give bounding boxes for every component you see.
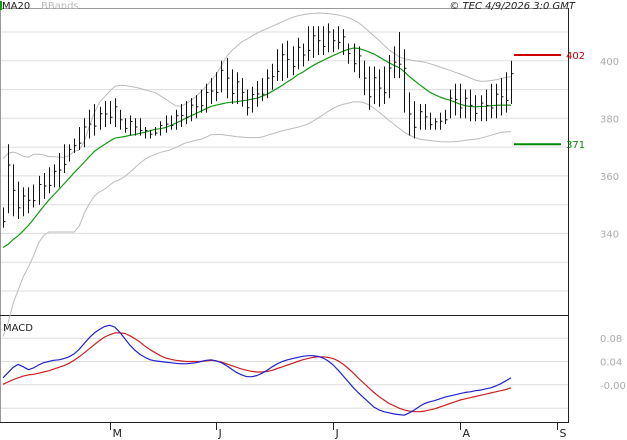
copyright-text: © TEC 4/9/2026 3:0 GMT — [449, 1, 576, 12]
macd-panel-title: MACD — [3, 323, 33, 334]
x-tick-label: S — [560, 427, 567, 440]
macd-line — [2, 324, 512, 416]
ma20-legend-swatch — [0, 1, 2, 10]
price-level-label: 371 — [566, 140, 585, 151]
bbands-series — [2, 12, 512, 337]
price-y-tick-label: 400 — [600, 57, 619, 68]
ma20-legend-label: MA20 — [2, 1, 30, 12]
x-tick-label: J — [335, 427, 339, 440]
macd-y-tick-label: 0.04 — [600, 358, 622, 369]
price-level-label: 402 — [566, 51, 585, 62]
bbands-legend-label: BBands — [41, 1, 79, 12]
macd-panel-frame — [0, 315, 569, 423]
price-y-tick-label: 380 — [600, 114, 619, 125]
price-levels: 402 371 — [514, 51, 585, 151]
macd-signal-line — [2, 332, 512, 413]
macd-grid — [1, 337, 568, 409]
x-tick-label: M — [113, 427, 123, 440]
macd-series — [2, 324, 512, 416]
y-axis-labels: 400 380 360 340 0.08 0.04 -0.00 — [600, 57, 626, 392]
bbands-upper-line — [2, 12, 512, 159]
price-panel-frame — [0, 8, 569, 316]
price-bars — [3, 23, 514, 228]
price-y-tick-label: 340 — [600, 229, 619, 240]
x-tick-label: J — [218, 427, 222, 440]
price-y-tick-label: 360 — [600, 172, 619, 183]
price-grid — [1, 31, 568, 292]
macd-y-tick-label: -0.00 — [600, 381, 626, 392]
macd-y-tick-label: 0.08 — [600, 334, 622, 345]
x-tick-label: A — [463, 427, 471, 440]
bbands-lower-line — [2, 101, 512, 337]
